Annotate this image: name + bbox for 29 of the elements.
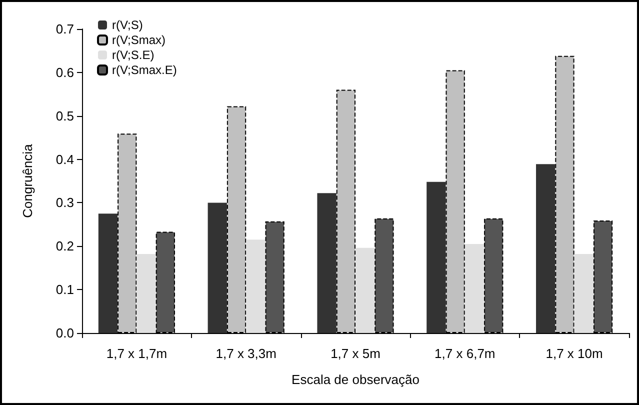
y-tick-label: 0.5 [56, 108, 74, 124]
bar [536, 164, 556, 333]
y-tick-label: 0.0 [56, 326, 74, 340]
y-tick-label: 0.7 [56, 22, 74, 36]
legend-label: r(V;S) [112, 18, 143, 32]
legend-label: r(V;Smax) [112, 33, 166, 47]
y-tick-label: 0.3 [56, 195, 74, 210]
x-tick-label: 1,7 x 5m [330, 346, 380, 361]
bar [464, 244, 484, 333]
y-tick-label: 0.2 [56, 238, 74, 254]
x-axis-title: Escala de observação [292, 372, 420, 387]
x-tick-label: 1,7 x 10m [546, 346, 603, 361]
y-tick-label: 0.1 [56, 282, 74, 298]
bar [574, 254, 594, 333]
bar [426, 182, 446, 333]
bar [136, 254, 156, 333]
y-tick-label: 0.4 [56, 152, 74, 167]
legend-label: r(V;S.E) [112, 48, 154, 62]
bar [208, 202, 227, 333]
x-tick-label: 1,7 x 6,7m [434, 346, 496, 361]
legend-label: r(V;Smax.E) [112, 63, 177, 77]
bar [246, 240, 266, 333]
bar [98, 214, 118, 333]
bar [356, 248, 375, 333]
bar [317, 193, 336, 333]
x-tick-label: 1,7 x 3,3m [216, 346, 276, 361]
y-axis-title: Congruência [20, 143, 35, 218]
x-tick-label: 1,7 x 1,7m [106, 346, 168, 361]
y-tick-label: 0.6 [56, 64, 74, 80]
